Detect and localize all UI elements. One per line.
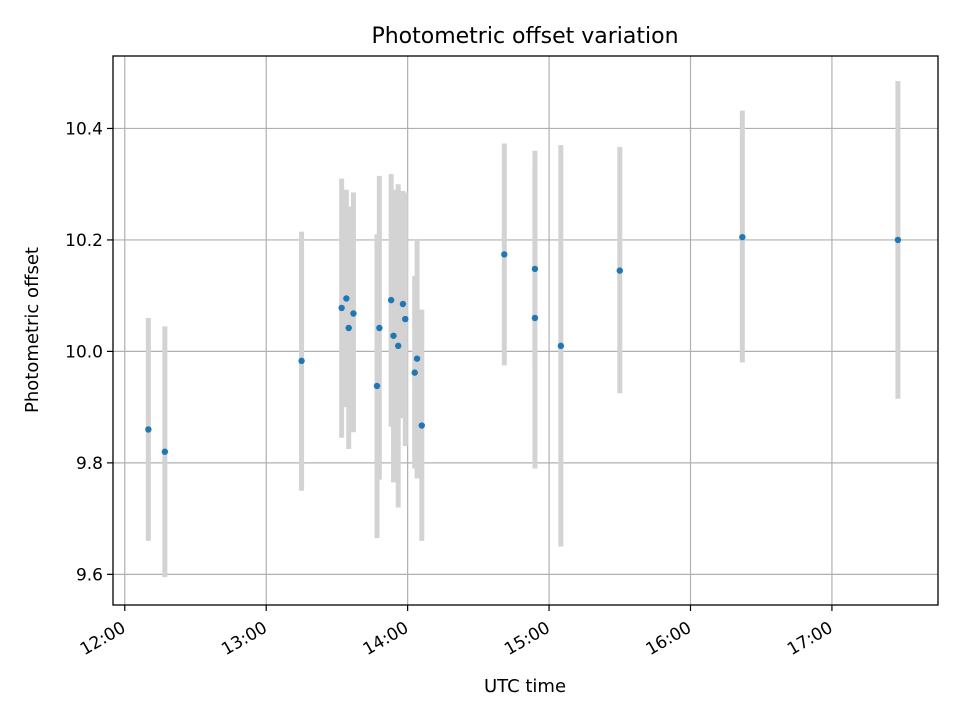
data-point (501, 251, 508, 258)
data-point (145, 426, 152, 433)
data-points (145, 233, 902, 455)
data-point (399, 300, 407, 308)
data-point (387, 296, 395, 304)
y-axis-label: Photometric offset (22, 247, 43, 413)
data-point (298, 357, 305, 365)
data-point (894, 236, 902, 244)
data-point (395, 342, 402, 350)
data-point (338, 304, 345, 312)
data-point (390, 332, 397, 339)
y-axis-ticks: 9.6 9.8 10.0 10.2 10.4 (65, 119, 113, 585)
y-tick-label: 9.6 (76, 565, 103, 585)
data-point (345, 324, 352, 332)
data-point (531, 314, 539, 322)
data-point (739, 233, 746, 241)
data-point (373, 382, 381, 390)
data-point (531, 265, 539, 273)
data-point (402, 315, 409, 323)
data-point (557, 342, 565, 350)
y-tick-label: 10.0 (65, 342, 103, 362)
y-tick-label: 10.2 (65, 231, 103, 251)
y-tick-label: 9.8 (76, 454, 103, 474)
plot-frame (112, 55, 939, 606)
y-tick-label: 10.4 (65, 119, 103, 139)
chart-title: Photometric offset variation (371, 24, 678, 49)
data-point (376, 324, 383, 332)
data-point (343, 295, 350, 302)
data-point (418, 422, 425, 429)
data-point (350, 310, 357, 317)
data-point (616, 267, 623, 274)
data-point (413, 355, 421, 362)
data-point (161, 448, 169, 455)
data-point (411, 369, 418, 376)
x-axis-label: UTC time (484, 676, 566, 697)
grid (113, 56, 938, 605)
